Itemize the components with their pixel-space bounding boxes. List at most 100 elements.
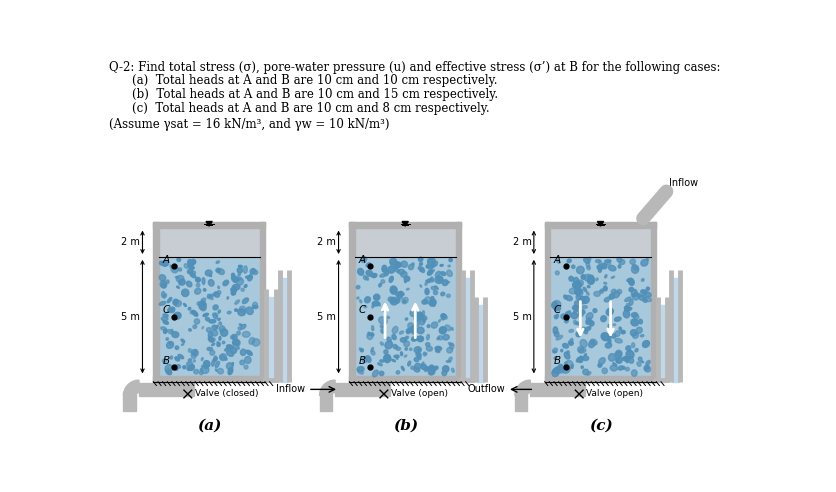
Ellipse shape [554,315,558,319]
Ellipse shape [584,275,592,281]
Ellipse shape [384,319,387,324]
Ellipse shape [614,317,621,321]
Ellipse shape [404,341,410,347]
Ellipse shape [161,283,166,288]
Ellipse shape [227,311,231,314]
Ellipse shape [599,358,605,365]
Bar [268,297,274,382]
Bar [281,277,288,382]
Text: (a): (a) [197,419,222,432]
Ellipse shape [434,290,437,295]
Ellipse shape [400,338,406,342]
Ellipse shape [166,280,169,283]
Ellipse shape [579,310,584,316]
Ellipse shape [646,258,649,260]
Ellipse shape [615,338,622,343]
Ellipse shape [247,350,252,355]
Ellipse shape [201,365,208,368]
Ellipse shape [426,346,432,351]
Ellipse shape [201,302,206,306]
Ellipse shape [600,290,604,293]
Ellipse shape [430,365,434,370]
Ellipse shape [573,310,577,313]
Bar [349,222,354,382]
Ellipse shape [599,261,601,265]
Ellipse shape [632,264,638,270]
Bar [550,257,651,376]
Ellipse shape [552,302,558,308]
Ellipse shape [368,332,370,336]
Ellipse shape [219,326,225,332]
Ellipse shape [608,337,611,343]
Bar [515,393,528,411]
Ellipse shape [425,282,427,285]
Ellipse shape [388,297,393,301]
Ellipse shape [642,340,650,347]
Ellipse shape [359,348,363,351]
Text: Valve (open): Valve (open) [391,390,448,399]
Ellipse shape [563,343,568,348]
Ellipse shape [192,271,196,275]
Ellipse shape [203,361,210,368]
Ellipse shape [623,367,625,369]
Ellipse shape [191,310,197,316]
Ellipse shape [641,260,648,266]
Ellipse shape [580,298,584,302]
Ellipse shape [437,276,443,282]
Ellipse shape [573,305,578,311]
Ellipse shape [167,330,173,334]
Ellipse shape [611,276,614,278]
Text: 5 m: 5 m [318,311,336,322]
Ellipse shape [431,366,436,370]
Ellipse shape [624,310,630,318]
Text: Outflow: Outflow [467,384,505,395]
Ellipse shape [613,291,619,298]
Ellipse shape [619,259,624,265]
Ellipse shape [624,308,632,311]
Ellipse shape [181,289,189,297]
Ellipse shape [448,342,453,346]
Ellipse shape [194,350,197,354]
Ellipse shape [553,327,558,334]
Ellipse shape [207,347,212,351]
Ellipse shape [208,338,214,342]
Ellipse shape [431,286,436,290]
Ellipse shape [426,280,429,281]
Ellipse shape [569,277,573,281]
Ellipse shape [410,366,414,369]
Ellipse shape [575,288,583,297]
Ellipse shape [162,260,168,266]
Ellipse shape [643,298,647,303]
Ellipse shape [557,259,560,263]
Ellipse shape [611,289,616,294]
Bar [153,222,265,228]
Ellipse shape [174,312,181,319]
Ellipse shape [188,308,191,310]
Ellipse shape [212,313,217,319]
Ellipse shape [221,329,227,337]
Ellipse shape [396,347,400,350]
Ellipse shape [440,265,443,266]
Ellipse shape [188,349,191,352]
Ellipse shape [188,262,193,267]
Ellipse shape [232,276,236,280]
Ellipse shape [395,262,401,268]
Ellipse shape [227,363,233,369]
Ellipse shape [427,325,430,328]
Ellipse shape [637,293,641,297]
Ellipse shape [167,298,171,303]
Ellipse shape [422,310,425,316]
Ellipse shape [605,342,612,348]
Ellipse shape [438,319,441,322]
Ellipse shape [237,346,239,349]
Bar [153,376,265,382]
Ellipse shape [176,346,179,349]
Ellipse shape [421,267,425,273]
Ellipse shape [213,305,218,310]
Ellipse shape [171,329,173,332]
Ellipse shape [635,348,638,352]
Ellipse shape [380,371,384,375]
Ellipse shape [574,301,579,308]
Ellipse shape [587,266,590,270]
Ellipse shape [356,286,360,289]
